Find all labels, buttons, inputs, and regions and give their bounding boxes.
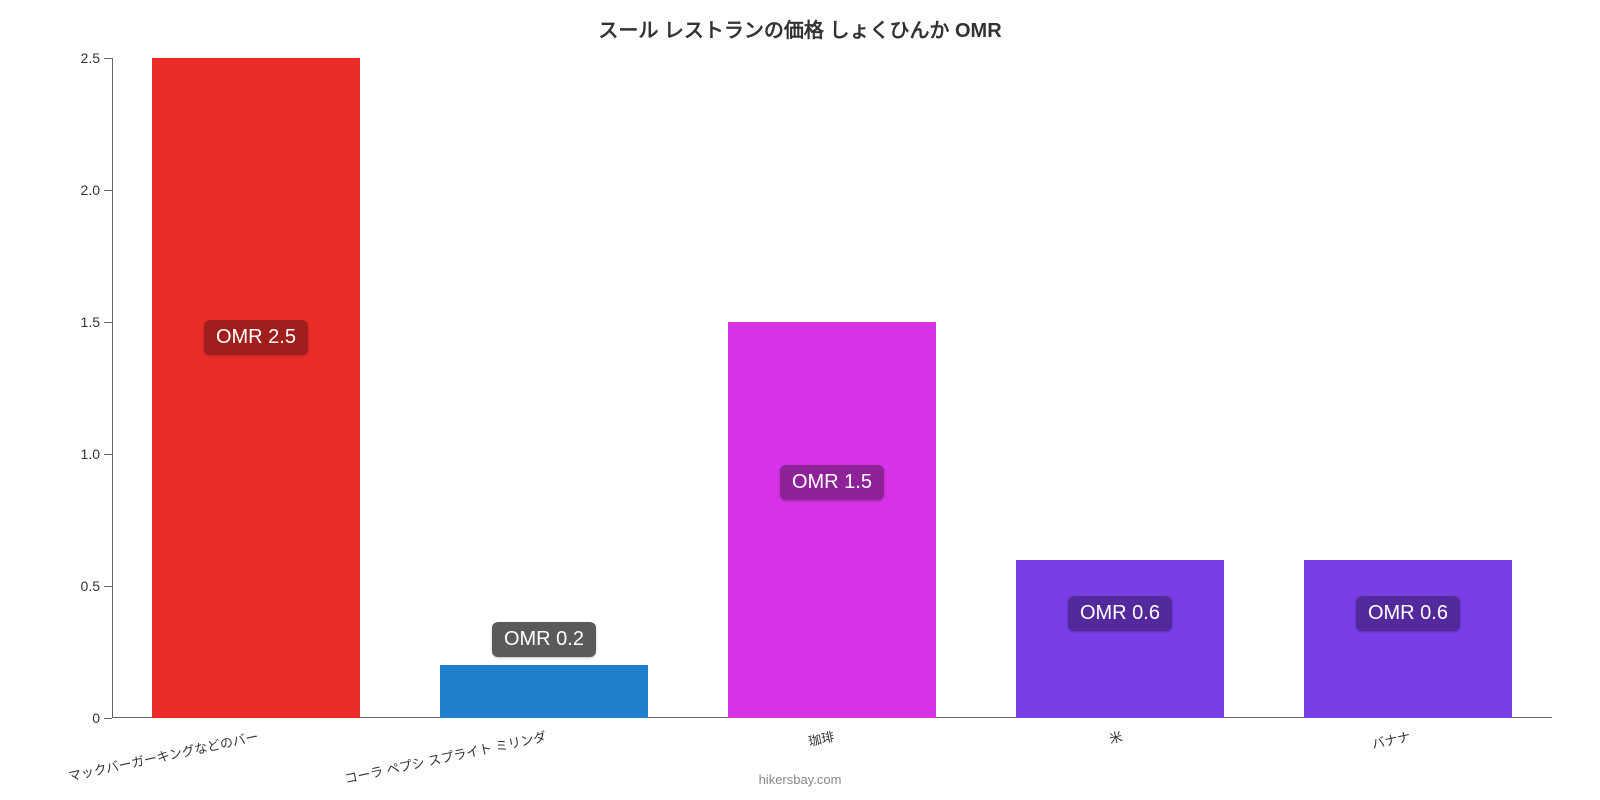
y-tick-label: 2.0 (81, 182, 112, 198)
y-axis-line (112, 58, 113, 718)
bar (1304, 560, 1511, 718)
category-label: 珈琲 (807, 726, 836, 750)
category-label: 米 (1107, 726, 1124, 747)
category-label: バナナ (1370, 726, 1412, 753)
bar (152, 58, 359, 718)
y-tick-label: 2.5 (81, 50, 112, 66)
y-tick-label: 0.5 (81, 578, 112, 594)
bar-value-label: OMR 0.2 (492, 622, 596, 657)
attribution-text: hikersbay.com (0, 772, 1600, 787)
y-tick-label: 1.5 (81, 314, 112, 330)
bar (1016, 560, 1223, 718)
chart-container: スール レストランの価格 しょくひんか OMR 00.51.01.52.02.5… (0, 0, 1600, 800)
bar (728, 322, 935, 718)
plot-area: 00.51.01.52.02.5OMR 2.5マックバーガーキングなどのバーOM… (112, 58, 1552, 718)
y-tick-label: 0 (92, 710, 112, 726)
y-tick-label: 1.0 (81, 446, 112, 462)
chart-title: スール レストランの価格 しょくひんか OMR (0, 14, 1600, 43)
bar (440, 665, 647, 718)
bar-value-label-wrap: OMR 0.2 (440, 622, 647, 657)
